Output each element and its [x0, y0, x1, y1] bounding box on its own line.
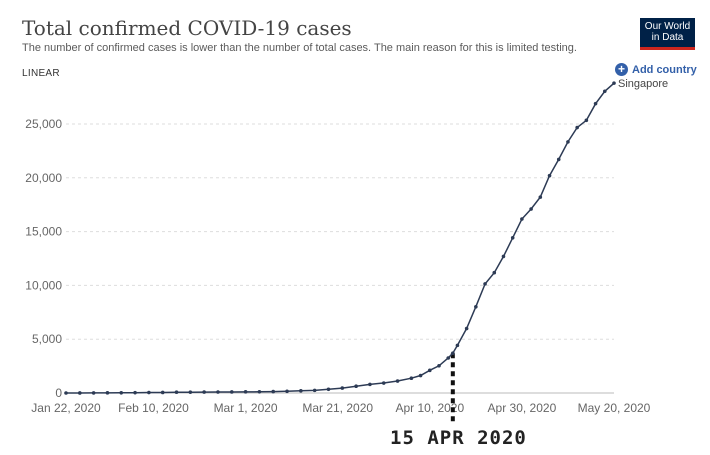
x-tick-label: Feb 10, 2020 [118, 401, 189, 415]
data-point [538, 195, 543, 199]
data-point [510, 236, 515, 240]
data-point [119, 391, 124, 395]
add-country-label: Add country [632, 63, 697, 76]
x-tick-label: Apr 30, 2020 [488, 401, 557, 415]
data-point [437, 363, 441, 368]
data-point [285, 389, 289, 394]
data-point [529, 207, 533, 211]
data-point [395, 379, 400, 383]
data-point [455, 343, 460, 348]
data-point [418, 373, 423, 378]
data-point [427, 368, 432, 373]
data-point [483, 282, 487, 286]
y-tick-label: 10,000 [25, 278, 62, 292]
data-point [147, 390, 151, 395]
x-tick-label: May 20, 2020 [578, 401, 651, 415]
data-point [257, 389, 262, 394]
add-country-button[interactable]: + Add country [615, 63, 697, 76]
data-point [326, 387, 331, 392]
series-label: Singapore [618, 78, 668, 90]
highlight-date-label: 15 APR 2020 [390, 427, 527, 449]
logo-line-1: Our World [644, 21, 691, 32]
data-point [474, 304, 478, 309]
data-point [188, 390, 193, 394]
data-point [312, 388, 317, 393]
data-point [216, 390, 220, 394]
data-point [381, 381, 386, 385]
data-point [271, 389, 276, 394]
data-point [105, 391, 110, 395]
y-tick-label: 0 [55, 386, 62, 400]
data-point [593, 101, 598, 106]
data-point [612, 81, 616, 85]
plus-circle-icon: + [615, 63, 628, 76]
data-point [520, 217, 524, 221]
data-point [78, 391, 82, 395]
data-point [299, 389, 303, 393]
data-point [133, 390, 137, 395]
data-point [556, 157, 561, 162]
x-tick-label: Mar 1, 2020 [214, 401, 278, 415]
logo-line-2: in Data [651, 32, 684, 43]
data-point [229, 390, 234, 394]
data-point [174, 390, 179, 395]
data-point [368, 382, 372, 387]
our-world-in-data-logo[interactable]: Our World in Data [640, 18, 695, 50]
chart-subtitle: The number of confirmed cases is lower t… [22, 42, 577, 54]
data-point [91, 391, 96, 395]
data-point [160, 390, 165, 395]
data-point [446, 356, 451, 360]
x-tick-label: Jan 22, 2020 [31, 401, 101, 415]
series-line-singapore [66, 82, 615, 394]
data-point [547, 173, 552, 178]
scale-toggle-button[interactable]: LINEAR [22, 68, 60, 79]
y-tick-label: 20,000 [25, 171, 62, 185]
y-tick-label: 5,000 [32, 332, 62, 346]
data-point [64, 391, 68, 395]
data-point [464, 326, 469, 331]
y-tick-label: 25,000 [25, 117, 62, 131]
data-point [602, 89, 607, 94]
data-point [354, 384, 358, 389]
data-point [492, 270, 497, 275]
data-point [584, 118, 589, 123]
data-point [243, 390, 248, 394]
x-tick-label: Mar 21, 2020 [302, 401, 373, 415]
data-point [501, 254, 506, 259]
data-point [575, 125, 579, 130]
data-point [409, 376, 414, 381]
y-tick-label: 15,000 [25, 225, 62, 239]
data-point [566, 140, 570, 144]
chart-title: Total confirmed COVID-19 cases [22, 16, 352, 40]
data-point [202, 390, 206, 394]
data-point [451, 351, 455, 355]
x-tick-label: Apr 10, 2020 [395, 401, 464, 415]
data-point [340, 386, 345, 390]
